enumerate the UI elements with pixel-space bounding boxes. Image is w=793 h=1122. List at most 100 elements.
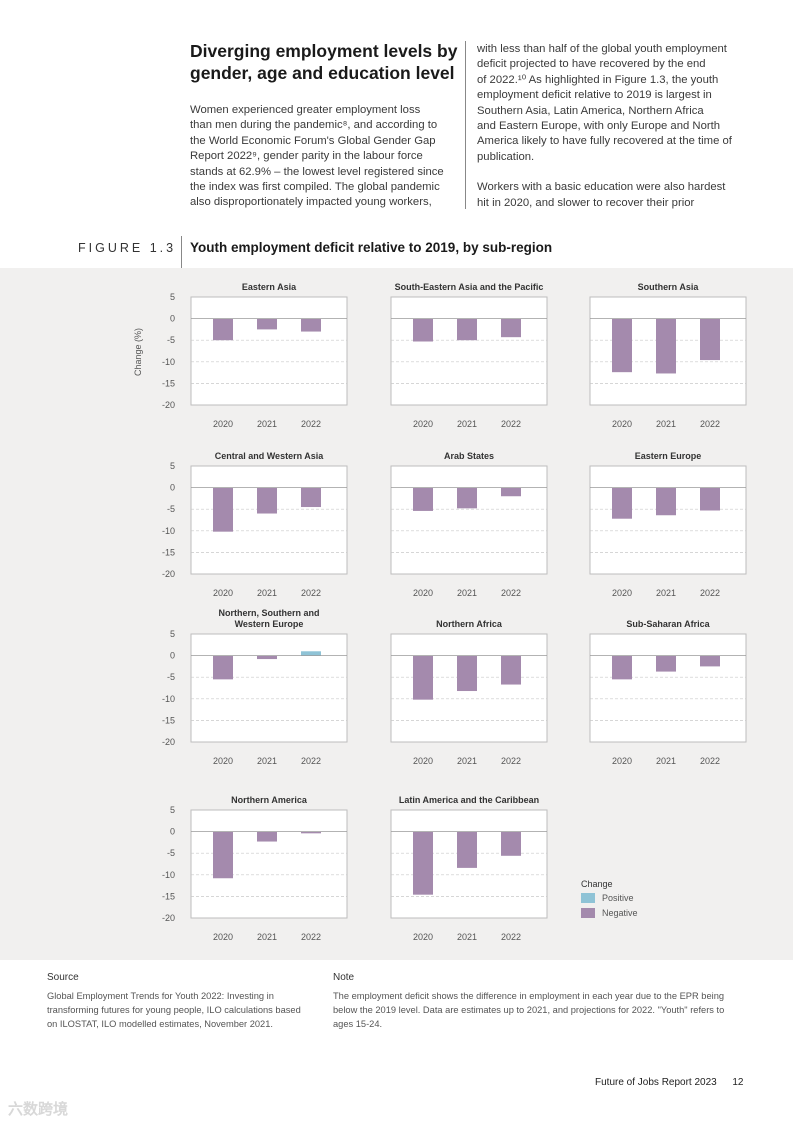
legend-label-positive: Positive [602,893,634,903]
text-line: transforming futures for young people, I… [47,1005,301,1015]
bar [257,831,277,842]
x-tick-label: 2021 [656,756,676,766]
column-divider [465,41,466,209]
bar [700,487,720,511]
x-tick-label: 2021 [656,588,676,598]
legend-swatch-positive [581,893,595,903]
bar [612,655,632,680]
x-tick-label: 2022 [501,932,521,942]
text-line: on ILOSTAT, ILO modelled estimates, Nove… [47,1019,273,1029]
source-title: Source [47,972,79,983]
y-tick-label: -20 [162,400,175,410]
x-tick-label: 2021 [257,588,277,598]
bar [700,318,720,361]
plot-frame [190,633,348,743]
bar [257,487,277,514]
x-tick-label: 2022 [301,588,321,598]
panel-title: Northern, Southern and [219,608,320,618]
plot-frame [589,633,747,743]
x-tick-label: 2022 [700,419,720,429]
text-line: Women experienced greater employment los… [190,104,421,116]
x-tick-label: 2021 [457,419,477,429]
x-tick-label: 2020 [213,756,233,766]
y-tick-label: -5 [167,672,175,682]
text-line: publication. [477,150,535,163]
legend-swatch-negative [581,908,595,918]
bar [501,831,521,856]
page-number: 12 [732,1077,744,1088]
x-tick-label: 2022 [301,756,321,766]
y-tick-label: -10 [162,357,175,367]
bar [213,831,233,879]
plot-frame [390,296,548,406]
x-tick-label: 2020 [213,932,233,942]
plot-frame [190,296,348,406]
panel-title: Southern Asia [638,282,700,292]
bar [656,487,676,516]
article-heading: Diverging employment levels by gender, a… [190,41,458,83]
figure-divider [181,236,182,268]
y-tick-label: -5 [167,335,175,345]
x-tick-label: 2020 [213,588,233,598]
y-tick-label: -10 [162,526,175,536]
x-tick-label: 2022 [700,588,720,598]
legend-label-negative: Negative [602,908,638,918]
bar [413,655,433,700]
bar [457,655,477,692]
y-tick-label: -20 [162,569,175,579]
text-line: The employment deficit shows the differe… [333,991,725,1001]
x-tick-label: 2021 [457,588,477,598]
bar [301,651,321,656]
x-tick-label: 2020 [413,419,433,429]
y-tick-label: -20 [162,913,175,923]
bar [213,318,233,341]
x-tick-label: 2022 [301,419,321,429]
y-tick-label: 5 [170,629,175,639]
text-line: hit in 2020, and slower to recover their… [477,196,695,209]
text-line: America likely to have fully recovered a… [477,135,732,148]
text-line: with less than half of the global youth … [477,43,727,55]
x-tick-label: 2022 [501,756,521,766]
bar [457,831,477,868]
text-line: below the 2019 level. Data are estimates… [333,1005,725,1015]
y-tick-label: 5 [170,292,175,302]
x-tick-label: 2020 [612,588,632,598]
bar [301,318,321,332]
x-tick-label: 2020 [612,419,632,429]
footer: Future of Jobs Report 2023 12 [595,1077,743,1088]
y-tick-label: -15 [162,378,175,388]
x-tick-label: 2020 [612,756,632,766]
bar [501,318,521,338]
bar [213,655,233,680]
panel-title: Arab States [444,451,494,461]
article-column-2: with less than half of the global youth … [477,42,732,211]
x-tick-label: 2020 [213,419,233,429]
y-tick-label: 0 [170,314,175,324]
bar [457,487,477,509]
bar [457,318,477,341]
x-tick-label: 2022 [700,756,720,766]
x-tick-label: 2021 [457,932,477,942]
text-line: Workers with a basic education were also… [477,181,726,194]
bar [413,318,433,342]
figure-label: FIGURE 1.3 [78,241,177,255]
x-tick-label: 2020 [413,588,433,598]
text-line: of 2022.¹⁰ As highlighted in Figure 1.3,… [477,73,719,86]
panel-title: Central and Western Asia [215,451,325,461]
y-tick-label: -15 [162,715,175,725]
x-tick-label: 2020 [413,756,433,766]
x-tick-label: 2022 [301,932,321,942]
bar [257,655,277,660]
bar [413,487,433,511]
text-line: ages 15-24. [333,1019,383,1029]
y-tick-label: -15 [162,891,175,901]
text-line: Southern Asia, Latin America, Northern A… [477,104,704,117]
x-tick-label: 2022 [501,588,521,598]
bar [700,655,720,667]
x-tick-label: 2022 [501,419,521,429]
plot-frame [589,465,747,575]
y-tick-label: 5 [170,461,175,471]
panel-title: Western Europe [235,619,304,629]
bar [257,318,277,330]
source-section: Source Global Employment Trends for Yout… [47,972,317,1031]
